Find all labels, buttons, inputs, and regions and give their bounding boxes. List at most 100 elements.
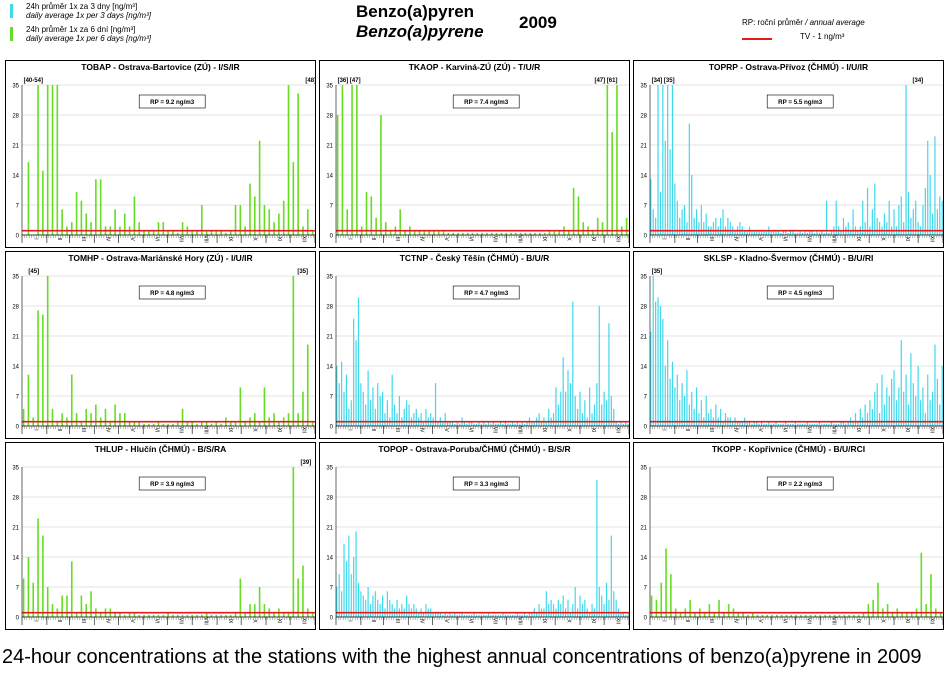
- bar: [703, 222, 705, 235]
- bar: [652, 276, 654, 426]
- bar: [46, 587, 49, 617]
- bar: [56, 85, 59, 235]
- bar: [75, 413, 78, 426]
- bar: [742, 612, 744, 617]
- bar: [353, 318, 355, 426]
- bar: [659, 306, 662, 426]
- y-tick-label: 35: [640, 275, 647, 281]
- y-tick-label: 7: [330, 586, 334, 592]
- bar: [374, 408, 376, 426]
- month-label: V: [443, 237, 449, 241]
- bar: [157, 614, 160, 617]
- bar: [676, 200, 678, 235]
- bar: [747, 614, 749, 617]
- legend-label-en: daily average 1x per 3 days [ng/m³]: [26, 11, 151, 20]
- bar: [468, 614, 470, 617]
- bar: [848, 614, 850, 617]
- bar: [886, 222, 888, 235]
- bar: [386, 591, 388, 617]
- bar: [816, 230, 818, 235]
- bar: [249, 183, 251, 235]
- bar: [80, 200, 83, 235]
- month-label: IV: [418, 619, 424, 624]
- month-label: XI: [590, 428, 596, 433]
- rp-value: RP = 2.2 ng/m3: [778, 481, 823, 488]
- bar: [369, 400, 372, 426]
- bar: [603, 391, 605, 426]
- month-label: XII: [615, 618, 621, 624]
- bar: [592, 230, 594, 235]
- bar: [936, 378, 938, 426]
- bar: [667, 85, 669, 235]
- bar: [133, 612, 136, 617]
- off-scale-annotation: [34] [35]: [652, 78, 675, 84]
- bar: [878, 413, 881, 426]
- month-label: XII: [301, 427, 307, 433]
- bar: [910, 612, 913, 617]
- bar: [610, 535, 612, 617]
- month-label: X: [566, 237, 572, 241]
- off-scale-annotation: [35]: [297, 269, 308, 275]
- bar: [473, 612, 475, 617]
- bar: [625, 421, 627, 426]
- bar: [483, 614, 485, 617]
- bar: [775, 230, 777, 235]
- bar: [449, 421, 451, 426]
- bar: [454, 423, 456, 426]
- bar: [505, 232, 507, 235]
- bar: [572, 187, 575, 235]
- bar: [186, 614, 189, 617]
- bar: [924, 187, 926, 235]
- bar: [734, 230, 736, 235]
- bar: [336, 366, 338, 426]
- bar: [869, 400, 871, 426]
- bar: [657, 85, 659, 235]
- bar: [650, 179, 652, 235]
- month-label: III: [80, 237, 86, 241]
- bar: [688, 404, 690, 426]
- bar: [741, 421, 743, 426]
- bar: [768, 421, 770, 426]
- bar: [579, 391, 581, 426]
- off-scale-annotation: [47] [61]: [594, 78, 617, 84]
- bar: [167, 612, 169, 617]
- bar: [606, 85, 609, 235]
- bar: [787, 423, 789, 426]
- bar: [927, 140, 929, 235]
- y-tick-label: 28: [326, 114, 333, 120]
- bar: [534, 232, 536, 235]
- month-label: X: [880, 428, 886, 432]
- bar: [278, 421, 280, 426]
- bar: [799, 230, 801, 235]
- bar: [553, 230, 556, 235]
- bar: [509, 423, 511, 426]
- bar: [939, 196, 941, 235]
- y-tick-label: 7: [16, 204, 20, 210]
- bar: [196, 423, 198, 426]
- bar: [744, 230, 746, 235]
- bar: [539, 232, 541, 235]
- bar: [584, 599, 586, 617]
- bar: [463, 421, 466, 426]
- y-tick-label: 28: [326, 496, 333, 502]
- y-tick-label: 35: [12, 466, 19, 472]
- bar: [751, 230, 753, 235]
- bar: [456, 614, 458, 617]
- bar: [601, 404, 603, 426]
- bar: [341, 85, 344, 235]
- bar: [99, 179, 102, 235]
- bar: [915, 200, 917, 235]
- bar: [886, 387, 888, 426]
- bar: [157, 421, 160, 426]
- bar: [249, 604, 251, 617]
- bar: [835, 200, 837, 235]
- month-label: VI: [781, 428, 787, 433]
- legend-label-cz: 24h průměr 1x za 3 dny [ng/m³]: [26, 2, 138, 11]
- bar: [715, 217, 717, 235]
- bar: [650, 595, 653, 617]
- bar: [901, 612, 903, 617]
- month-label: XI: [904, 428, 910, 433]
- y-tick-label: 0: [330, 234, 334, 240]
- bar: [430, 413, 432, 426]
